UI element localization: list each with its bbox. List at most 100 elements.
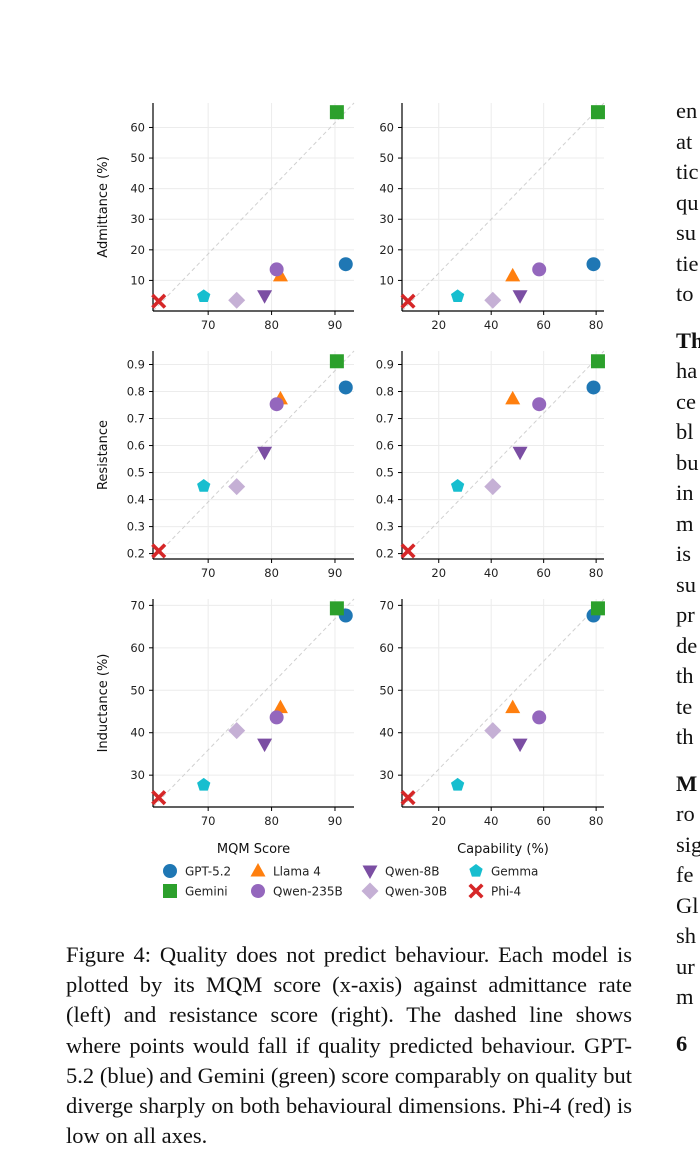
reference-diagonal xyxy=(152,102,355,312)
legend-item: Phi-4 xyxy=(468,883,521,899)
panel-inductance-mqm: 30 40 50 60 70 70 80 90 Inductance (%) MQM Score xyxy=(96,598,355,857)
y-tick-label: 10 xyxy=(379,273,394,287)
point-gemma xyxy=(197,289,211,302)
side-text-line: de xyxy=(676,632,698,658)
y-tick-label: 40 xyxy=(130,726,145,740)
data-points xyxy=(151,105,353,309)
panel-admittance-capability: 10 20 30 40 50 60 20 40 60 80 xyxy=(379,102,605,332)
y-tick-label: 0.5 xyxy=(376,466,394,480)
legend-item: GPT-5.2 xyxy=(163,864,231,879)
point-qwen-235b xyxy=(532,397,547,412)
point-gemma xyxy=(450,479,465,492)
y-tick-label: 0.4 xyxy=(127,493,145,507)
legend-marker xyxy=(251,884,265,898)
y-tick-label: 0.7 xyxy=(127,412,145,426)
x-tick-label: 90 xyxy=(328,318,343,332)
point-llama-4 xyxy=(505,390,521,405)
y-axis-label: Resistance xyxy=(96,420,111,490)
point-phi-4 xyxy=(400,293,416,309)
y-tick-label: 20 xyxy=(379,243,394,257)
data-points xyxy=(151,601,353,806)
y-tick-label: 0.4 xyxy=(376,493,394,507)
side-text-line: su xyxy=(676,571,697,597)
y-tick-label: 60 xyxy=(379,120,394,134)
x-tick-label: 80 xyxy=(264,814,279,828)
legend-item: Qwen-30B xyxy=(361,882,447,900)
y-tick-label: 20 xyxy=(130,243,145,257)
point-gemma xyxy=(197,479,211,492)
panel-inductance-capability: 30 40 50 60 70 20 40 60 80 Capability (%) xyxy=(379,598,605,857)
legend-label: Gemma xyxy=(491,865,538,879)
point-gemma xyxy=(197,777,211,791)
side-text-line: en xyxy=(676,98,698,123)
x-tick-label: 70 xyxy=(201,814,216,828)
point-qwen-235b xyxy=(269,262,284,277)
point-qwen-30b xyxy=(228,722,246,740)
side-text-line: su xyxy=(676,220,697,245)
legend-marker xyxy=(361,882,379,900)
point-gemini xyxy=(329,601,344,616)
point-qwen-30b xyxy=(484,291,502,309)
point-gemini xyxy=(329,354,344,369)
legend-marker xyxy=(250,863,266,877)
side-text-line xyxy=(676,753,700,769)
legend-label: Qwen-30B xyxy=(385,885,447,899)
reference-diagonal xyxy=(401,350,605,560)
y-tick-label: 0.8 xyxy=(127,385,145,399)
side-text-line: sig xyxy=(676,831,700,857)
legend-item: Llama 4 xyxy=(250,863,321,879)
panel-resistance-mqm: 0.2 0.3 0.4 0.5 0.6 0.7 0.8 0.9 70 80 90 Resistance xyxy=(96,350,355,580)
x-tick-label: 60 xyxy=(536,814,551,828)
point-gpt-5-2 xyxy=(586,380,601,395)
y-tick-label: 50 xyxy=(379,683,394,697)
x-tick-label: 70 xyxy=(201,318,216,332)
y-tick-label: 0.6 xyxy=(376,439,394,453)
legend-label: Phi-4 xyxy=(491,885,521,899)
y-tick-label: 0.6 xyxy=(127,439,145,453)
point-qwen-8b xyxy=(257,738,273,753)
side-text-line: Gl xyxy=(676,892,699,918)
y-tick-label: 0.7 xyxy=(376,412,394,426)
y-tick-label: 0.8 xyxy=(376,385,394,399)
y-tick-label: 0.9 xyxy=(376,358,394,372)
side-text-line: sh xyxy=(676,923,697,948)
x-tick-label: 40 xyxy=(484,566,499,580)
side-text-line: M xyxy=(676,770,698,796)
x-tick-label: 20 xyxy=(431,566,446,580)
side-text-line: fe xyxy=(676,862,694,887)
legend-label: Qwen-8B xyxy=(385,865,439,879)
x-tick-label: 40 xyxy=(484,814,499,828)
data-points xyxy=(400,354,605,559)
point-qwen-235b xyxy=(269,397,284,412)
side-text-line: te xyxy=(676,693,693,719)
point-qwen-235b xyxy=(269,710,284,725)
point-gemma xyxy=(450,289,465,302)
y-axis-label: Admittance (%) xyxy=(96,156,111,257)
y-tick-label: 40 xyxy=(379,726,394,740)
side-text-line: th xyxy=(676,724,694,749)
side-text-line: tie xyxy=(676,250,699,276)
legend: GPT-5.2 Llama 4 Qwen-8B Gemma Gemini Qwen-235… xyxy=(163,863,538,900)
point-gemini xyxy=(590,354,605,369)
legend-label: GPT-5.2 xyxy=(185,865,231,879)
y-tick-label: 0.5 xyxy=(127,466,145,480)
side-text-line: tic xyxy=(676,159,699,184)
y-tick-label: 0.3 xyxy=(127,520,145,534)
side-text-line: ur xyxy=(676,953,695,979)
x-axis-label: Capability (%) xyxy=(457,842,549,857)
point-gemini xyxy=(590,105,605,120)
y-tick-label: 50 xyxy=(130,151,145,165)
y-tick-label: 40 xyxy=(379,182,394,196)
point-qwen-235b xyxy=(532,710,547,725)
x-tick-label: 60 xyxy=(536,566,551,580)
y-tick-label: 0.2 xyxy=(127,547,145,561)
point-phi-4 xyxy=(151,790,167,806)
y-tick-label: 0.2 xyxy=(376,547,394,561)
x-tick-label: 40 xyxy=(484,318,499,332)
figure-caption: Figure 4: Quality does not predict behav… xyxy=(66,942,632,1149)
point-phi-4 xyxy=(151,293,167,309)
x-tick-label: 80 xyxy=(589,814,604,828)
side-text-line: th xyxy=(676,663,694,688)
legend-item: Qwen-8B xyxy=(362,865,439,879)
point-qwen-235b xyxy=(532,262,547,277)
